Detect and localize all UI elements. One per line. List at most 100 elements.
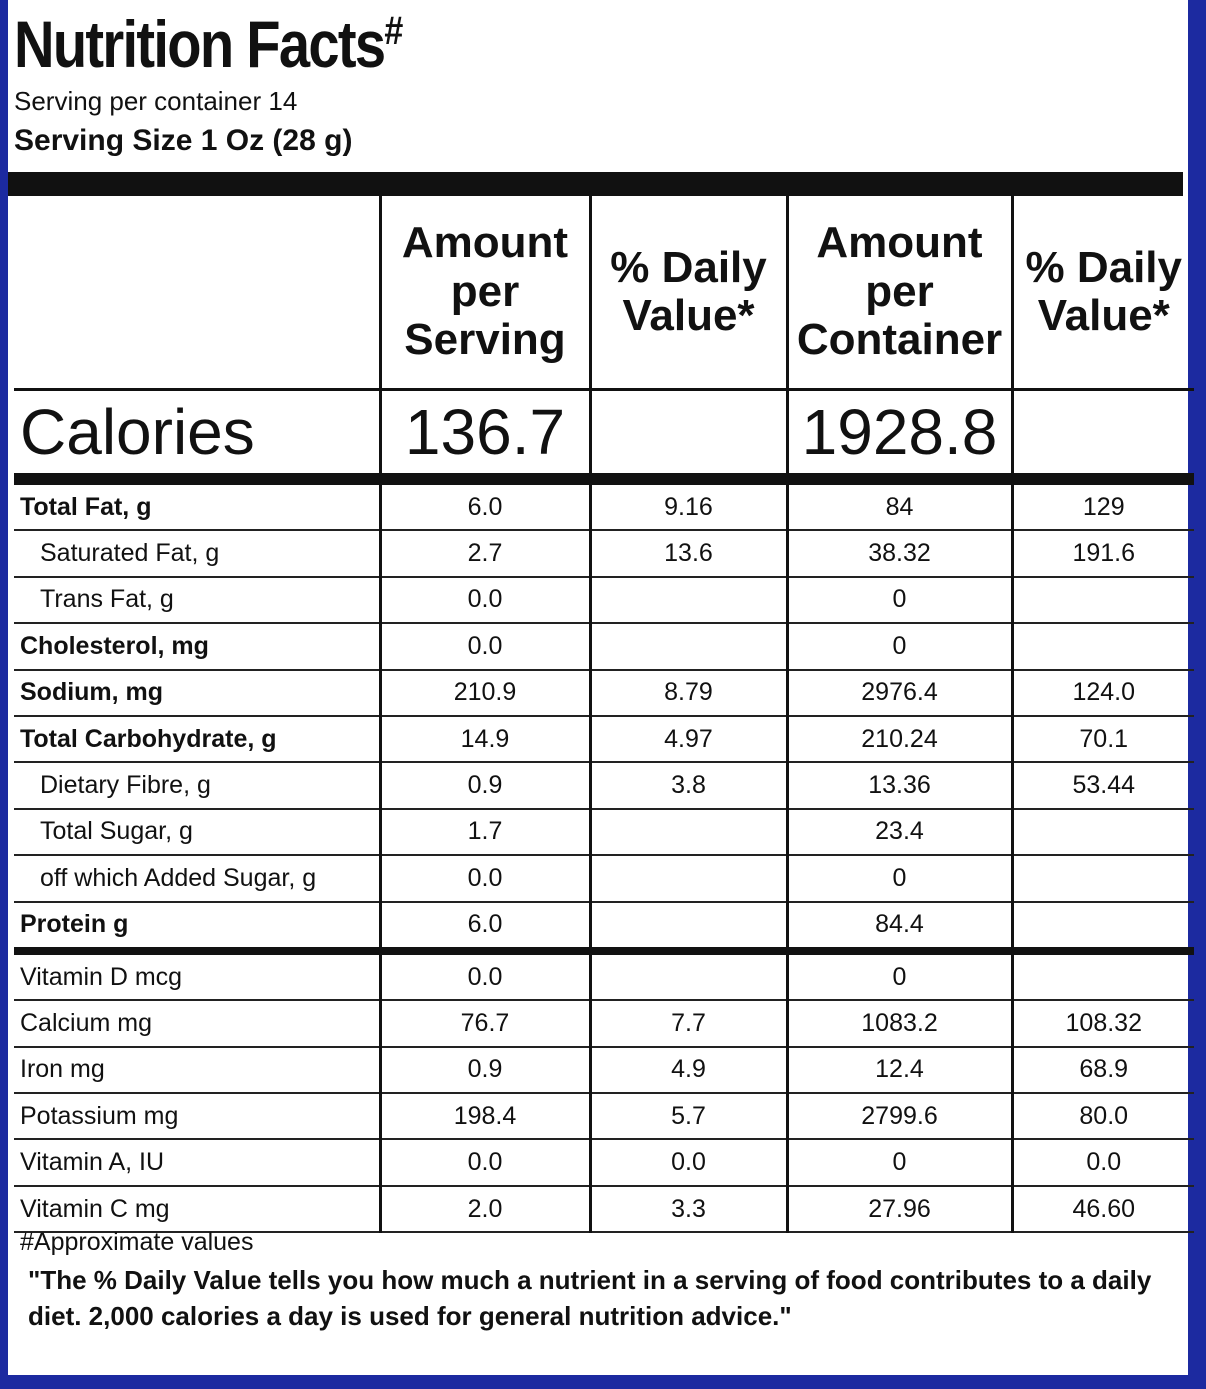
nutrient-row: Protein g 6.0 84.4: [14, 901, 1194, 955]
value-cell: 0.0: [378, 950, 590, 1002]
label-cell: off which Added Sugar, g: [14, 855, 380, 903]
calories-row: Calories 136.7 1928.8: [14, 388, 1194, 485]
value-cell: 2.7: [378, 530, 590, 578]
value-cell: 210.24: [785, 715, 1012, 764]
value-cell: 3.3: [588, 1185, 787, 1234]
value-cell: 5.7: [588, 1093, 787, 1141]
label-cell: Protein g: [14, 901, 380, 955]
value-cell: 198.4: [378, 1093, 590, 1141]
value-cell: [588, 901, 787, 955]
column-header: % Daily Value*: [588, 196, 787, 390]
nutrient-row: Iron mg 0.9 4.9 12.4 68.9: [14, 1046, 1194, 1095]
nutrient-row: Saturated Fat, g 2.7 13.6 38.32 191.6: [14, 530, 1194, 578]
value-cell: [1010, 388, 1194, 485]
value-cell: 3.8: [588, 762, 787, 810]
title-mark: #: [384, 9, 403, 53]
value-cell: 4.9: [588, 1046, 787, 1095]
value-cell: 38.32: [785, 530, 1012, 578]
value-cell: 9.16: [588, 479, 787, 532]
column-header: Amount per Serving: [378, 196, 590, 390]
value-cell: 4.97: [588, 715, 787, 764]
value-cell: 0: [785, 950, 1012, 1002]
value-cell: [588, 623, 787, 671]
value-cell: 1928.8: [785, 388, 1012, 485]
header-row: Amount per Serving% Daily Value* Amount p…: [14, 196, 1194, 390]
value-cell: 0.0: [378, 1139, 590, 1187]
value-cell: 46.60: [1010, 1185, 1194, 1234]
label-cell: Calories: [14, 388, 380, 485]
value-cell: 6.0: [378, 901, 590, 955]
nutrient-row: Vitamin D mcg 0.0 0: [14, 950, 1194, 1002]
nutrient-row: Sodium, mg 210.9 8.79 2976.4 124.0: [14, 669, 1194, 717]
value-cell: 0.9: [378, 1046, 590, 1095]
label-cell: Vitamin D mcg: [14, 950, 380, 1002]
nutrient-row: Vitamin C mg 2.0 3.3 27.96 46.60: [14, 1185, 1194, 1234]
value-cell: [588, 808, 787, 857]
value-cell: 0.0: [378, 855, 590, 903]
value-cell: 6.0: [378, 479, 590, 532]
label-cell: Dietary Fibre, g: [14, 762, 380, 810]
value-cell: 124.0: [1010, 669, 1194, 717]
value-cell: 0.0: [378, 623, 590, 671]
label-cell: Vitamin C mg: [14, 1185, 380, 1234]
label-cell: Saturated Fat, g: [14, 530, 380, 578]
value-cell: 129: [1010, 479, 1194, 532]
label-cell: Total Carbohydrate, g: [14, 715, 380, 764]
value-cell: 2.0: [378, 1185, 590, 1234]
value-cell: 0.0: [378, 576, 590, 625]
label-cell: Total Fat, g: [14, 479, 380, 532]
footnote: #Approximate values: [20, 1228, 254, 1256]
label-cell: Cholesterol, mg: [14, 623, 380, 671]
value-cell: 14.9: [378, 715, 590, 764]
value-cell: 13.6: [588, 530, 787, 578]
label-cell: Total Sugar, g: [14, 808, 380, 857]
value-cell: 27.96: [785, 1185, 1012, 1234]
header-cell: [14, 196, 380, 390]
value-cell: 0.9: [378, 762, 590, 810]
value-cell: [1010, 623, 1194, 671]
label-cell: Iron mg: [14, 1046, 380, 1095]
column-header: Amount per Container: [785, 196, 1012, 390]
nutrient-row: Vitamin A, IU 0.0 0.0 0 0.0: [14, 1139, 1194, 1187]
value-cell: 0: [785, 623, 1012, 671]
title: Nutrition Facts#: [14, 6, 403, 82]
label-panel: Nutrition Facts# Serving per container 1…: [8, 0, 1194, 1375]
value-cell: 13.36: [785, 762, 1012, 810]
value-cell: 108.32: [1010, 1000, 1194, 1048]
value-cell: 23.4: [785, 808, 1012, 857]
value-cell: 76.7: [378, 1000, 590, 1048]
value-cell: 0: [785, 576, 1012, 625]
value-cell: 84: [785, 479, 1012, 532]
value-cell: 7.7: [588, 1000, 787, 1048]
value-cell: 1.7: [378, 808, 590, 857]
label-cell: Potassium mg: [14, 1093, 380, 1141]
value-cell: 0.0: [1010, 1139, 1194, 1187]
nutrient-row: Dietary Fibre, g 0.9 3.8 13.36 53.44: [14, 762, 1194, 810]
nutrient-row: Potassium mg 198.4 5.7 2799.6 80.0: [14, 1093, 1194, 1141]
value-cell: [1010, 901, 1194, 955]
value-cell: [588, 855, 787, 903]
value-cell: [1010, 950, 1194, 1002]
value-cell: [1010, 855, 1194, 903]
value-cell: [588, 950, 787, 1002]
value-cell: 136.7: [378, 388, 590, 485]
value-cell: 8.79: [588, 669, 787, 717]
value-cell: 68.9: [1010, 1046, 1194, 1095]
value-cell: 0: [785, 855, 1012, 903]
value-cell: 80.0: [1010, 1093, 1194, 1141]
value-cell: [588, 388, 787, 485]
value-cell: 53.44: [1010, 762, 1194, 810]
value-cell: 2976.4: [785, 669, 1012, 717]
value-cell: 2799.6: [785, 1093, 1012, 1141]
nutrient-row: Cholesterol, mg 0.0 0: [14, 623, 1194, 671]
value-cell: 1083.2: [785, 1000, 1012, 1048]
value-cell: 191.6: [1010, 530, 1194, 578]
nutrient-row: Total Carbohydrate, g 14.9 4.97 210.24 70.1: [14, 715, 1194, 764]
value-cell: [588, 576, 787, 625]
value-cell: 210.9: [378, 669, 590, 717]
nutrition-table: Amount per Serving% Daily Value* Amount p…: [14, 196, 1194, 1234]
value-cell: 0: [785, 1139, 1012, 1187]
value-cell: 84.4: [785, 901, 1012, 955]
value-cell: 70.1: [1010, 715, 1194, 764]
servings: Serving per container 14: [14, 86, 298, 116]
